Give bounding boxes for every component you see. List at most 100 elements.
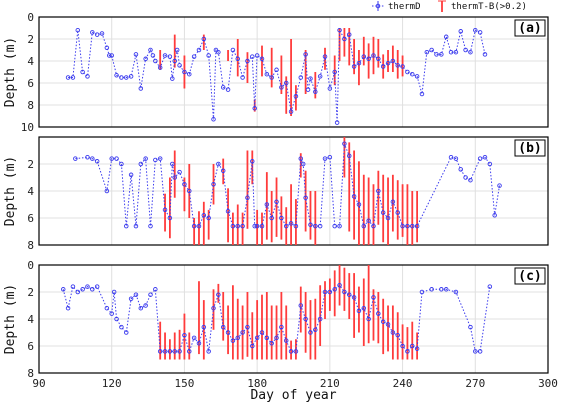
- thermD-point: [482, 52, 488, 57]
- thermD-point: [308, 76, 313, 81]
- thermD-point: [172, 349, 177, 354]
- thermD-point: [371, 223, 376, 229]
- thermD-point: [410, 223, 415, 229]
- thermD-point: [279, 85, 284, 90]
- thermD-point: [351, 194, 357, 199]
- thermD-point: [109, 53, 114, 58]
- thermD-point: [274, 199, 279, 205]
- thermD-point: [390, 199, 396, 205]
- thermD-point: [385, 60, 391, 66]
- panel-label-box: [514, 267, 546, 285]
- thermD-point: [400, 223, 405, 229]
- thermD-point: [342, 141, 347, 146]
- thermD-point: [288, 221, 294, 226]
- thermD-point: [380, 319, 386, 324]
- y-tick-label: 6: [27, 77, 34, 90]
- thermD-point: [250, 159, 255, 164]
- legend: thermD thermT-B(>0.2): [372, 0, 527, 12]
- thermD-point: [448, 49, 454, 55]
- thermD-point: [94, 284, 100, 289]
- thermD-point: [395, 210, 400, 215]
- thermD-point: [65, 305, 71, 311]
- thermD-point: [473, 349, 478, 354]
- thermD-point: [252, 223, 257, 229]
- thermD-point: [201, 36, 207, 42]
- y-tick-label: 2: [27, 33, 34, 46]
- legend-label-thermD: thermD: [388, 2, 421, 12]
- thermD-point: [133, 52, 139, 57]
- thermD-point: [313, 89, 318, 95]
- panel-frame: [38, 136, 549, 246]
- thermD-point: [300, 161, 306, 167]
- thermD-point: [298, 303, 304, 308]
- thermD-point: [111, 289, 117, 295]
- thermD-point: [390, 58, 396, 64]
- thermD-point: [317, 316, 323, 322]
- thermD-point: [366, 218, 371, 223]
- thermD-point: [264, 202, 270, 207]
- thermD-point: [70, 75, 76, 80]
- y-axis-title: Depth (m): [3, 156, 18, 226]
- thermD-point: [313, 223, 318, 229]
- thermD-point: [65, 75, 71, 80]
- x-tick-label: 300: [538, 377, 558, 390]
- thermD-point: [182, 332, 187, 338]
- thermD-series-line: [68, 28, 486, 123]
- thermD-point: [279, 215, 284, 221]
- thermD-point: [150, 53, 156, 58]
- y-tick-label: 8: [27, 367, 34, 380]
- thermD-point: [162, 53, 168, 58]
- thermD-point: [187, 188, 192, 194]
- thermD-point: [230, 338, 236, 343]
- thermD-point: [366, 56, 371, 62]
- thermD-point: [274, 67, 279, 73]
- thermD-point: [240, 330, 245, 335]
- y-tick-label: 2: [27, 286, 34, 299]
- thermD-point: [395, 63, 400, 68]
- y-tick-label: 8: [27, 239, 34, 252]
- thermD-point: [201, 324, 207, 330]
- thermD-point: [191, 335, 197, 341]
- y-tick-label: 4: [27, 185, 34, 198]
- y-tick-label: 4: [27, 313, 34, 326]
- thermD-point: [213, 47, 219, 53]
- thermD-point: [172, 175, 177, 180]
- thermD-point: [94, 32, 100, 37]
- thermD-point: [153, 287, 158, 292]
- thermD-point: [351, 295, 357, 300]
- thermD-point: [419, 91, 425, 97]
- thermD-point: [322, 54, 328, 59]
- thermD-point: [206, 53, 211, 58]
- thermD-point: [85, 284, 90, 289]
- thermD-point: [419, 289, 425, 295]
- thermD-point: [303, 52, 308, 57]
- panel-frame: [38, 16, 549, 128]
- thermD-point: [453, 156, 459, 161]
- thermD-point: [288, 349, 294, 354]
- thermD-point: [104, 45, 110, 51]
- panel-label-box: [514, 139, 546, 157]
- thermD-point: [107, 53, 112, 58]
- thermD-point: [293, 223, 299, 229]
- thermD-point: [448, 154, 454, 160]
- thermD-point: [206, 215, 211, 221]
- thermD-point: [327, 154, 333, 160]
- thermD-point: [327, 289, 333, 295]
- thermD-point: [138, 161, 144, 167]
- thermD-point: [80, 69, 85, 75]
- thermD-point: [85, 154, 90, 160]
- thermD-point: [211, 305, 216, 311]
- thermD-point: [303, 195, 308, 200]
- thermD-point: [298, 156, 304, 161]
- thermD-point: [148, 223, 153, 229]
- thermD-point: [254, 223, 260, 229]
- thermD-point: [332, 223, 337, 229]
- thermD-point: [414, 74, 420, 79]
- thermD-point: [250, 343, 255, 349]
- thermD-point: [487, 284, 493, 289]
- thermD-point: [124, 330, 129, 335]
- thermD-point: [410, 71, 415, 77]
- thermD-point: [124, 223, 129, 229]
- y-axis-title: Depth (m): [3, 284, 18, 354]
- thermD-point: [225, 208, 231, 214]
